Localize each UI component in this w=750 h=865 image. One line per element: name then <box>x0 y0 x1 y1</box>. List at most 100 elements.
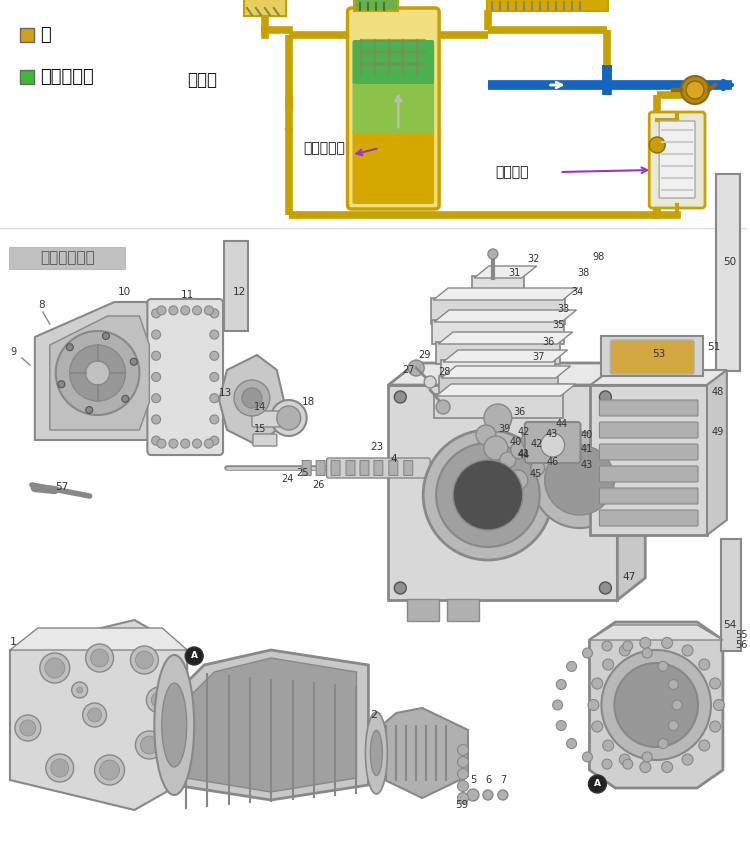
Circle shape <box>553 700 562 710</box>
Circle shape <box>710 678 721 689</box>
Text: 44: 44 <box>556 419 568 429</box>
Circle shape <box>484 436 508 460</box>
Text: 53: 53 <box>652 349 665 359</box>
Bar <box>20 70 34 84</box>
Text: 2: 2 <box>370 710 377 720</box>
Text: 35: 35 <box>553 320 565 330</box>
Polygon shape <box>10 628 188 650</box>
Text: 51: 51 <box>707 342 720 352</box>
Circle shape <box>500 452 516 468</box>
FancyBboxPatch shape <box>599 400 698 416</box>
Circle shape <box>541 433 565 457</box>
Circle shape <box>169 306 178 315</box>
Text: 56: 56 <box>735 640 747 650</box>
Text: 38: 38 <box>578 268 590 278</box>
Circle shape <box>205 439 214 448</box>
Circle shape <box>394 391 406 403</box>
Circle shape <box>602 650 711 760</box>
Circle shape <box>566 739 577 748</box>
Text: 36: 36 <box>514 407 526 417</box>
Circle shape <box>458 745 469 755</box>
Circle shape <box>622 759 633 769</box>
Text: 15: 15 <box>254 424 266 434</box>
Circle shape <box>130 358 137 365</box>
Circle shape <box>602 759 612 769</box>
Circle shape <box>94 755 124 785</box>
FancyBboxPatch shape <box>388 385 617 600</box>
Text: 54: 54 <box>723 620 736 630</box>
Circle shape <box>668 721 679 731</box>
Circle shape <box>152 330 160 339</box>
Circle shape <box>185 647 203 665</box>
Text: 40: 40 <box>580 430 592 440</box>
Text: 13: 13 <box>219 388 232 398</box>
FancyBboxPatch shape <box>721 539 741 651</box>
Circle shape <box>658 662 668 671</box>
Polygon shape <box>50 316 149 430</box>
Circle shape <box>169 439 178 448</box>
FancyBboxPatch shape <box>487 0 608 11</box>
Circle shape <box>686 81 704 99</box>
Circle shape <box>152 351 160 361</box>
Circle shape <box>136 651 153 669</box>
Circle shape <box>436 443 540 547</box>
FancyBboxPatch shape <box>374 460 382 476</box>
Text: 23: 23 <box>370 442 384 452</box>
Circle shape <box>710 721 721 732</box>
Circle shape <box>602 641 612 650</box>
Ellipse shape <box>154 655 194 795</box>
Circle shape <box>210 373 219 381</box>
Circle shape <box>603 740 613 751</box>
FancyBboxPatch shape <box>355 0 398 11</box>
Text: 43: 43 <box>580 460 592 470</box>
Circle shape <box>699 740 709 751</box>
FancyBboxPatch shape <box>316 460 325 476</box>
Circle shape <box>234 380 270 416</box>
FancyBboxPatch shape <box>602 336 703 376</box>
Circle shape <box>152 415 160 424</box>
Circle shape <box>146 687 172 713</box>
Text: 油: 油 <box>40 26 50 44</box>
Text: 49: 49 <box>712 427 724 437</box>
Circle shape <box>589 775 607 793</box>
Text: A: A <box>190 651 198 661</box>
Text: 39: 39 <box>498 424 510 434</box>
Text: 油水混合物: 油水混合物 <box>40 68 94 86</box>
FancyBboxPatch shape <box>302 460 311 476</box>
Polygon shape <box>436 384 575 396</box>
Circle shape <box>498 790 508 800</box>
Circle shape <box>531 461 544 475</box>
Circle shape <box>592 678 603 689</box>
Circle shape <box>544 445 614 515</box>
Circle shape <box>458 792 469 804</box>
FancyBboxPatch shape <box>9 247 125 269</box>
FancyBboxPatch shape <box>472 276 524 300</box>
Circle shape <box>532 432 627 528</box>
Circle shape <box>556 680 566 689</box>
Circle shape <box>599 582 611 594</box>
Text: 42: 42 <box>531 439 543 449</box>
Text: 44: 44 <box>518 450 530 460</box>
Circle shape <box>620 645 630 656</box>
Text: 50: 50 <box>723 257 736 267</box>
Text: 29: 29 <box>419 350 430 360</box>
Text: 32: 32 <box>528 254 540 264</box>
FancyBboxPatch shape <box>599 466 698 482</box>
Circle shape <box>130 646 158 674</box>
Circle shape <box>210 415 219 424</box>
Text: 温控阀: 温控阀 <box>188 71 218 89</box>
Text: 11: 11 <box>182 290 194 300</box>
Polygon shape <box>186 658 356 792</box>
Text: 40: 40 <box>510 437 522 447</box>
FancyBboxPatch shape <box>352 40 434 84</box>
FancyBboxPatch shape <box>388 460 398 476</box>
Circle shape <box>86 361 109 385</box>
Circle shape <box>658 739 668 748</box>
Circle shape <box>76 687 82 693</box>
Circle shape <box>681 76 709 104</box>
Text: 28: 28 <box>438 367 451 377</box>
Circle shape <box>152 373 160 381</box>
FancyBboxPatch shape <box>447 599 479 621</box>
Circle shape <box>640 761 651 772</box>
Circle shape <box>642 648 652 658</box>
